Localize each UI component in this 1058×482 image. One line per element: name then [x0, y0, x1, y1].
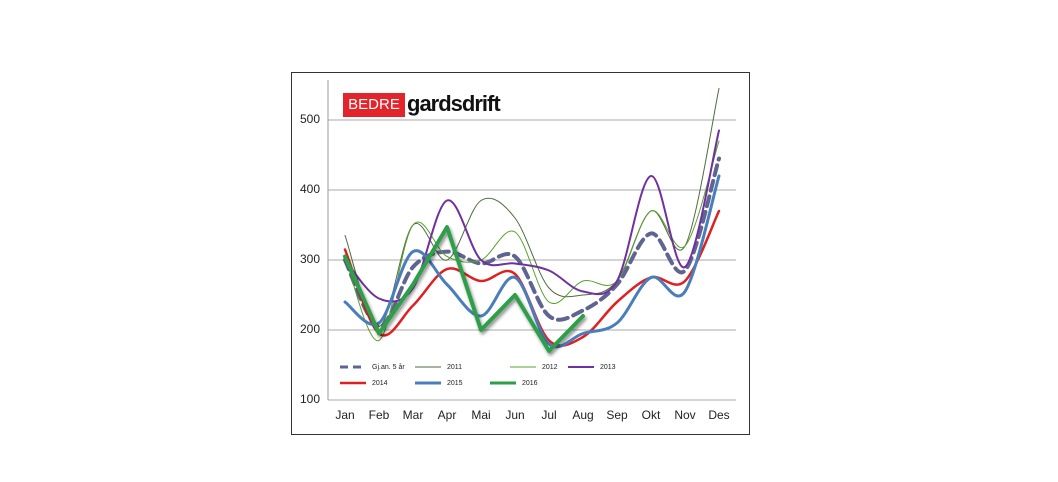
series-line — [343, 156, 721, 329]
legend-label: 2014 — [372, 380, 388, 387]
legend-label: 2011 — [447, 364, 462, 371]
x-tick-label: Sep — [606, 408, 628, 422]
series-line — [344, 88, 720, 327]
x-tick-label: Aug — [572, 408, 593, 422]
x-tick-label: Mai — [471, 408, 490, 422]
chart-frame — [291, 72, 750, 435]
legend-label: 2012 — [542, 364, 558, 371]
x-tick-label: Okt — [642, 408, 661, 422]
series-line — [343, 225, 585, 353]
x-tick-label: Jan — [335, 408, 354, 422]
logo-right: gardsdrift — [407, 91, 501, 116]
x-tick-label: Mar — [403, 408, 424, 422]
x-tick-label: Des — [708, 408, 729, 422]
legend-label: 2015 — [447, 380, 463, 387]
legend-label: 2013 — [600, 364, 616, 371]
logo-box — [343, 93, 405, 117]
legend-label: Gj.an. 5 år — [372, 363, 405, 371]
series-line — [343, 174, 721, 349]
legend-label: 2016 — [522, 380, 538, 387]
y-tick-label: 200 — [300, 322, 320, 336]
logo-left: BEDRE — [348, 96, 400, 113]
x-tick-label: Feb — [369, 408, 390, 422]
x-tick-label: Apr — [438, 408, 457, 422]
y-tick-label: 500 — [300, 112, 320, 126]
y-tick-label: 100 — [300, 392, 320, 406]
y-tick-label: 400 — [300, 182, 320, 196]
x-tick-label: Nov — [674, 408, 695, 422]
x-tick-label: Jul — [541, 408, 556, 422]
x-tick-label: Jun — [505, 408, 524, 422]
y-tick-label: 300 — [300, 252, 320, 266]
series-line — [344, 140, 720, 342]
